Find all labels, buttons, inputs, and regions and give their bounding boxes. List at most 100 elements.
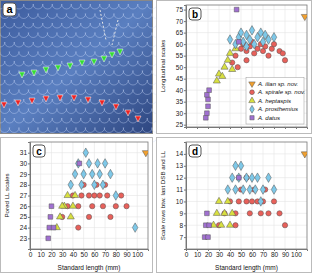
- tick-label: 20: [48, 251, 56, 258]
- grid-line: [186, 124, 307, 125]
- scale-outline: [114, 71, 124, 76]
- tick-mark: [241, 127, 242, 129]
- grid-line: [285, 142, 286, 249]
- series: [46, 161, 82, 241]
- scale-outline: [52, 118, 62, 123]
- point: [213, 209, 220, 215]
- scale-outline: [109, 61, 119, 66]
- scale-outline: [114, 128, 124, 133]
- scale-outline: [57, 128, 67, 133]
- tick: [241, 127, 242, 129]
- tick-label: 50: [238, 251, 246, 258]
- point: [277, 211, 282, 216]
- panel-label-box: [33, 145, 45, 157]
- x-axis-title: Standard length (mm): [215, 264, 278, 272]
- scale-outline: [128, 4, 138, 9]
- tick-mark: [184, 44, 186, 45]
- legend-marker: [250, 105, 255, 113]
- scale-outline: [0, 71, 10, 76]
- scale-outline: [62, 23, 72, 28]
- point: [282, 223, 287, 228]
- point: [227, 35, 232, 44]
- scale-outline: [142, 109, 152, 114]
- scale-outline: [109, 42, 119, 47]
- tick-label: 0: [185, 251, 189, 258]
- tick-mark: [197, 127, 198, 129]
- tick: 0: [185, 249, 189, 258]
- point: [258, 28, 263, 37]
- scale-outline: [28, 33, 38, 38]
- scale-outline: [104, 14, 114, 19]
- green-arrow: [19, 72, 25, 78]
- red-arrow: [1, 102, 7, 108]
- tick: 10: [176, 198, 186, 205]
- tick: 25: [20, 213, 30, 220]
- scale-outline: [81, 80, 91, 85]
- tick: 70: [176, 18, 186, 25]
- panel-label: a: [6, 3, 13, 15]
- tick: 8: [179, 222, 186, 229]
- scale-outline: [47, 14, 57, 19]
- point: [252, 51, 257, 56]
- scale-outline: [9, 52, 19, 57]
- scale-outline: [119, 4, 129, 9]
- scale-outline: [0, 52, 10, 57]
- tick-label: 13: [176, 162, 184, 169]
- scale-outline: [109, 23, 119, 28]
- point: [97, 169, 102, 178]
- grid-line: [40, 142, 41, 249]
- tick: 90: [282, 249, 290, 258]
- tick: 75: [176, 6, 186, 13]
- scale-outline: [76, 14, 86, 19]
- tick: 40: [176, 87, 186, 94]
- grid-line: [219, 5, 220, 127]
- tick-mark: [184, 190, 186, 191]
- tick-mark: [184, 67, 186, 68]
- point: [86, 214, 91, 219]
- scale-outline: [52, 42, 62, 47]
- point: [113, 204, 118, 209]
- point: [301, 152, 307, 158]
- point: [280, 51, 285, 56]
- tick: 70: [102, 249, 110, 258]
- point: [48, 215, 53, 220]
- scale-outline: [95, 14, 105, 19]
- legend: A. ilian sp. nov.A. spirale sp. nov.A. h…: [246, 78, 305, 125]
- point: [76, 225, 81, 230]
- point: [258, 211, 263, 216]
- scale-outline: [104, 71, 114, 76]
- point: [206, 104, 211, 109]
- tick-label: 30: [176, 110, 184, 117]
- scale-outline: [133, 52, 143, 57]
- scale-outline: [85, 52, 95, 57]
- tick-label: 50: [176, 64, 184, 71]
- tick: 45: [176, 75, 186, 82]
- scale-outline: [142, 128, 152, 133]
- point: [81, 169, 86, 178]
- tick-label: 28: [20, 181, 28, 188]
- scale-outline: [85, 90, 95, 95]
- tick-mark: [28, 217, 30, 218]
- legend-label: A. prosthemius: [257, 106, 298, 112]
- tick-mark: [184, 10, 186, 11]
- scale-outline: [24, 80, 34, 85]
- point: [221, 209, 228, 215]
- tick-mark: [184, 113, 186, 114]
- tick-label: 45: [176, 75, 184, 82]
- point: [266, 53, 271, 58]
- scale-outline: [85, 128, 95, 133]
- scale-outline: [38, 128, 48, 133]
- scale-outline: [57, 52, 67, 57]
- scale-outline: [9, 128, 19, 133]
- tick-label: 35: [176, 98, 184, 105]
- grid-line: [186, 67, 307, 68]
- tick-label: 10: [176, 198, 184, 205]
- scale-outline: [104, 109, 114, 114]
- scale-outline: [14, 61, 24, 66]
- point: [229, 65, 236, 71]
- scale-outline: [123, 33, 133, 38]
- point: [205, 111, 210, 116]
- scale-outline: [85, 33, 95, 38]
- point: [113, 191, 118, 200]
- grid: [186, 142, 307, 249]
